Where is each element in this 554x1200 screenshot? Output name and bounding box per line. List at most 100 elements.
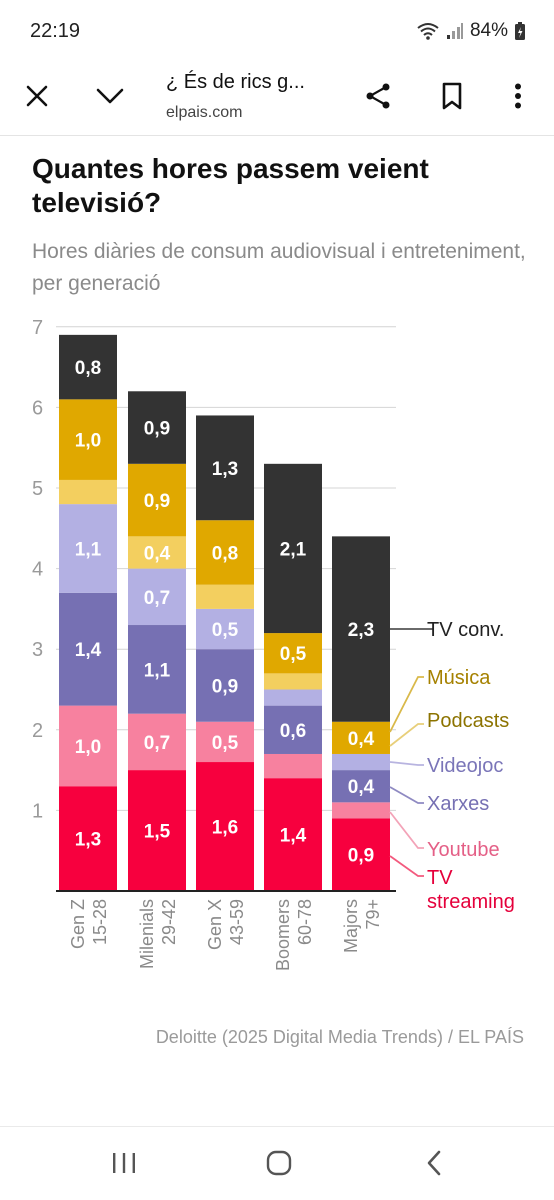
status-time: 22:19 <box>30 20 81 42</box>
bar-segment <box>264 778 322 891</box>
x-category-range: 79+ <box>363 899 383 930</box>
bar-segment <box>196 415 254 521</box>
legend-label: Youtube <box>427 839 500 861</box>
bar-value-label: 0,5 <box>212 733 239 754</box>
legend-leader-line <box>389 761 424 766</box>
bar-segment <box>264 673 322 690</box>
legend-label-line: Videojoc <box>427 755 503 777</box>
x-category-name: Boomers <box>273 899 293 971</box>
battery-charging-icon <box>514 21 526 41</box>
bar-value-label: 1,0 <box>75 431 101 452</box>
bar-segment <box>264 633 322 674</box>
share-button[interactable] <box>356 76 400 120</box>
legend-leader-line <box>389 676 424 733</box>
legend-label-line: Podcasts <box>427 710 509 732</box>
x-category-name: Milenials <box>137 899 157 969</box>
legend-leader-line <box>389 855 424 877</box>
bar-segment <box>196 584 254 609</box>
browser-toolbar: ¿ És de rics g... elpais.com <box>0 62 554 136</box>
bar-segment <box>59 504 117 593</box>
more-vertical-icon <box>514 83 522 114</box>
y-tick-label: 3 <box>32 639 43 661</box>
bar-value-label: 0,5 <box>212 620 239 641</box>
close-icon <box>25 84 49 113</box>
x-category-range: 60-78 <box>295 899 315 945</box>
bar-segment <box>59 334 117 400</box>
bar-value-label: 0,9 <box>348 846 374 867</box>
bar-segment <box>264 689 322 706</box>
bar-value-label: 0,6 <box>280 721 306 742</box>
home-icon <box>266 1150 292 1181</box>
bar-value-label: 0,4 <box>144 543 171 564</box>
legend-leader-line <box>389 723 424 747</box>
wifi-icon <box>416 21 440 41</box>
bar-segment <box>128 770 186 891</box>
chevron-down-icon <box>96 87 124 110</box>
home-button[interactable] <box>251 1145 307 1185</box>
bar-segment <box>128 463 186 537</box>
bar-value-label: 0,9 <box>144 419 170 440</box>
back-button[interactable] <box>406 1145 462 1185</box>
recent-apps-button[interactable] <box>96 1145 152 1185</box>
bar-value-label: 1,4 <box>75 640 102 661</box>
stacked-bar-chart: 1 2 3 4 5 6 7 1,3 1,0 1,4 1,1 1,0 0,8 1,5 0,7 1,1 0,7 0,4… <box>32 317 515 971</box>
page-url[interactable]: elpais.com <box>166 104 243 121</box>
y-tick-label: 4 <box>32 559 43 581</box>
bar-value-label: 2,3 <box>348 620 374 641</box>
expand-button[interactable] <box>88 76 132 120</box>
bar-value-label: 1,5 <box>144 822 171 843</box>
bar-value-label: 0,8 <box>75 358 101 379</box>
y-tick-label: 2 <box>32 720 43 742</box>
legend-leader-line <box>389 811 424 849</box>
bar-segment <box>332 770 390 803</box>
x-category-range: 29-42 <box>159 899 179 945</box>
system-nav-bar <box>0 1126 554 1200</box>
bar-value-label: 1,6 <box>212 818 238 839</box>
bar-segment <box>332 818 390 891</box>
bar-segment <box>59 479 117 505</box>
legend-label: Música <box>427 667 491 689</box>
bar-segment <box>196 762 254 891</box>
bar-value-label: 0,7 <box>144 733 170 754</box>
bar-value-label: 0,7 <box>144 588 170 609</box>
legend-leader-line <box>389 786 424 804</box>
share-icon <box>364 82 392 115</box>
bar-value-label: 1,1 <box>75 539 102 560</box>
battery-percent: 84% <box>469 20 508 41</box>
bar-segment <box>59 399 117 480</box>
bar-segment <box>332 753 390 771</box>
legend-label-line: TV conv. <box>427 619 504 641</box>
bar-segment <box>332 802 390 819</box>
bar-segment <box>59 592 117 706</box>
close-button[interactable] <box>15 76 59 120</box>
more-options-button[interactable] <box>496 76 540 120</box>
bar-segment <box>59 705 117 787</box>
bar-value-label: 0,8 <box>212 543 238 564</box>
legend-label: Videojoc <box>427 755 503 777</box>
legend-label-line: Xarxes <box>427 793 489 815</box>
bar-segment <box>332 536 390 722</box>
bookmark-button[interactable] <box>430 76 474 120</box>
x-category-name: Gen Z <box>68 899 88 949</box>
legend-label-line: TV <box>427 867 453 889</box>
bar-value-label: 0,4 <box>348 729 375 750</box>
chart-subtitle: Hores diàries de consum audiovisual i en… <box>32 240 526 295</box>
bar-value-label: 1,3 <box>212 459 238 480</box>
bar-segment <box>128 713 186 771</box>
chart-source: Deloitte (2025 Digital Media Trends) / E… <box>155 1027 524 1047</box>
signal-icon <box>446 22 464 40</box>
legend-label: Xarxes <box>427 793 489 815</box>
bar-value-label: 1,3 <box>75 830 101 851</box>
page-title[interactable]: ¿ És de rics g... <box>166 71 305 93</box>
legend-label: Podcasts <box>427 710 509 732</box>
bar-segment <box>264 705 322 754</box>
y-tick-label: 6 <box>32 397 43 419</box>
bar-value-label: 1,1 <box>144 660 171 681</box>
x-category-range: 15-28 <box>90 899 110 945</box>
x-category-range: 43-59 <box>227 899 247 945</box>
x-category-name: Gen X <box>205 899 225 950</box>
bar-value-label: 0,4 <box>348 777 375 798</box>
bar-value-label: 0,9 <box>144 491 170 512</box>
y-tick-label: 7 <box>32 317 43 339</box>
bar-segment <box>128 625 186 714</box>
